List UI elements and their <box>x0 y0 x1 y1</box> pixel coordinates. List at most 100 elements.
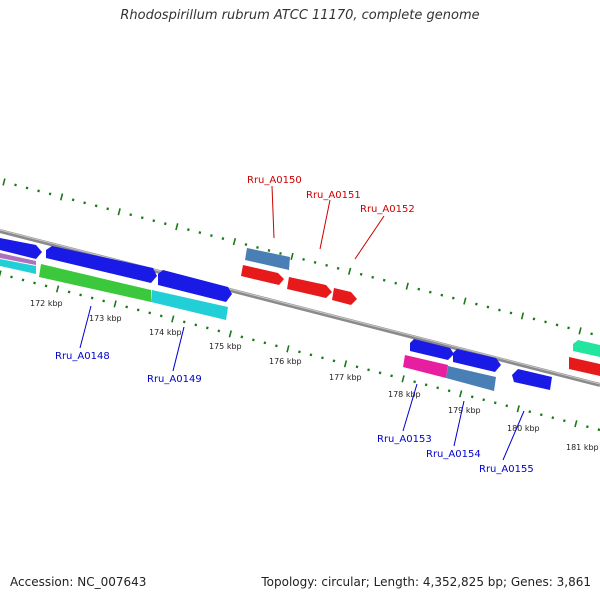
gene-label-rru-a0152[interactable]: Rru_A0152 <box>360 204 415 215</box>
gene-top-arrow-2[interactable] <box>158 270 232 302</box>
gene-label-rru-a0148[interactable]: Rru_A0148 <box>55 351 110 362</box>
tick-mark <box>424 383 428 387</box>
tick-mark <box>475 302 478 306</box>
tick-mark <box>48 192 52 196</box>
tick-mark <box>509 311 513 315</box>
tick-mark <box>590 332 593 336</box>
tick-mark <box>309 353 313 357</box>
tick-mark <box>252 338 255 342</box>
tick-mark <box>244 243 248 246</box>
tick-mark <box>382 278 386 282</box>
tick-mark <box>336 266 340 270</box>
gene-label-rru-a0155[interactable]: Rru_A0155 <box>479 464 534 475</box>
tick-mark <box>498 308 501 312</box>
kbp-label: 178 kbp <box>388 390 421 399</box>
gene-forward-2[interactable] <box>453 349 501 372</box>
tick-mark <box>440 293 444 297</box>
gene-left-stub-cyan[interactable] <box>0 259 36 274</box>
tick-mark <box>14 183 17 187</box>
tick-mark <box>436 386 440 390</box>
tick-mark <box>210 234 213 238</box>
tick-mark <box>321 356 324 360</box>
gene-rru-a0154[interactable] <box>446 366 496 391</box>
gene-right-edge-red[interactable] <box>569 357 600 376</box>
tick-mark <box>152 219 156 223</box>
tick-mark <box>470 395 474 399</box>
kbp-labels: 172 kbp 173 kbp 174 kbp 175 kbp 176 kbp … <box>30 299 599 452</box>
tick-mark <box>482 398 486 402</box>
tick-mark <box>125 305 129 309</box>
tick-mark <box>267 249 271 252</box>
tick-mark <box>198 231 202 235</box>
kbp-label: 180 kbp <box>507 424 540 433</box>
tick-mark <box>290 252 294 261</box>
tick-mark <box>263 341 267 345</box>
gene-rru-a0153[interactable] <box>403 355 448 378</box>
gene-strip-right <box>403 339 600 391</box>
gene-rru-a0151[interactable] <box>287 277 332 298</box>
tick-mark <box>275 344 278 348</box>
kbp-label: 173 kbp <box>89 314 122 323</box>
tick-mark <box>532 317 536 321</box>
tick-mark <box>394 281 398 285</box>
gene-rru-a0148[interactable] <box>39 264 151 302</box>
tick-mark <box>256 246 259 249</box>
tick-mark <box>140 216 144 220</box>
tick-mark <box>347 267 352 275</box>
tick-mark <box>298 350 301 354</box>
tick-mark <box>586 425 589 429</box>
tick-mark <box>528 410 532 414</box>
gene-left-stub-blue[interactable] <box>0 238 42 259</box>
gene-labels-top: Rru_A0150 Rru_A0151 Rru_A0152 <box>247 175 415 260</box>
tick-mark <box>221 237 225 241</box>
tick-mark <box>405 282 409 290</box>
tick-mark <box>205 326 209 330</box>
gene-right-edge-spring[interactable] <box>573 340 600 357</box>
gene-left-stub-magenta[interactable] <box>0 253 36 265</box>
tick-mark <box>463 297 467 305</box>
tick-mark <box>182 320 186 324</box>
tick-mark <box>67 290 71 294</box>
kbp-label: 175 kbp <box>209 342 242 351</box>
tick-mark <box>163 222 167 226</box>
tick-mark <box>516 405 520 413</box>
gene-forward-1[interactable] <box>410 339 454 360</box>
kbp-label: 174 kbp <box>149 328 182 337</box>
gene-label-rru-a0150[interactable]: Rru_A0150 <box>247 175 302 186</box>
tick-mark <box>240 335 244 339</box>
gene-rru-a0155[interactable] <box>512 369 552 390</box>
tick-mark <box>186 228 190 232</box>
tick-mark <box>55 285 60 293</box>
tick-mark <box>217 329 221 333</box>
tick-mark <box>10 275 13 279</box>
gene-label-rru-a0153[interactable]: Rru_A0153 <box>377 434 432 445</box>
gene-rru-a0150-arrow[interactable] <box>241 265 284 285</box>
tick-mark <box>567 326 570 330</box>
gene-top-arrow-1[interactable] <box>46 246 157 283</box>
tick-mark <box>551 416 555 420</box>
tick-mark <box>171 315 175 323</box>
gene-rru-a0152[interactable] <box>332 288 357 305</box>
tick-mark <box>2 178 6 186</box>
tick-mark <box>401 375 405 383</box>
gene-strip-left <box>0 238 232 320</box>
tick-mark <box>117 208 121 216</box>
kbp-label: 179 kbp <box>448 406 481 415</box>
tick-mark <box>136 308 140 312</box>
tick-mark <box>505 404 509 408</box>
tick-mark <box>359 272 363 276</box>
tick-mark <box>44 284 48 288</box>
gene-label-rru-a0149[interactable]: Rru_A0149 <box>147 374 202 385</box>
gene-rru-a0150[interactable] <box>245 248 290 270</box>
outer-tick-track <box>2 178 593 336</box>
tick-mark <box>21 278 25 282</box>
inner-tick-track <box>0 270 600 432</box>
gene-label-rru-a0151[interactable]: Rru_A0151 <box>306 190 361 201</box>
tick-mark <box>106 207 110 211</box>
tick-mark <box>562 419 566 423</box>
tick-mark <box>355 365 359 369</box>
gene-labels-bottom: Rru_A0148 Rru_A0149 Rru_A0153 Rru_A0154 … <box>55 305 534 475</box>
tick-mark <box>520 312 525 320</box>
gene-label-rru-a0154[interactable]: Rru_A0154 <box>426 449 481 460</box>
gene-rru-a0149[interactable] <box>151 290 228 320</box>
